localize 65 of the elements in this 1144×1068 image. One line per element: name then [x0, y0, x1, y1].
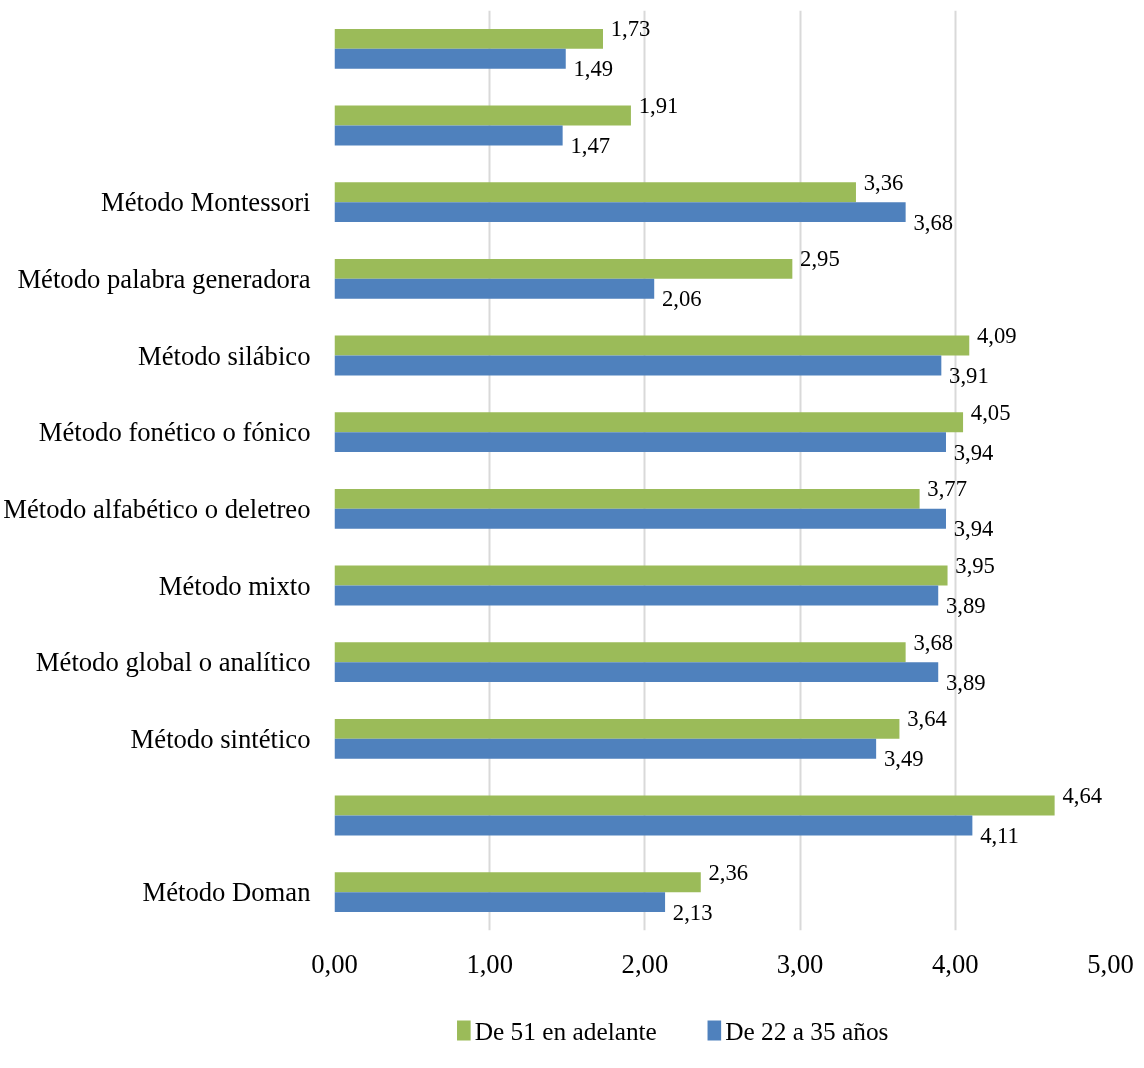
y-tick-label: Método fonético o fónico: [38, 417, 311, 448]
bar: [334, 508, 946, 529]
x-tick-label: 0,00: [311, 948, 358, 979]
bar: [334, 488, 920, 509]
data-label: 3,89: [945, 669, 986, 695]
bar: [334, 565, 948, 586]
data-label: 2,13: [672, 899, 713, 925]
bar: [334, 872, 701, 893]
data-label: 2,36: [708, 859, 749, 885]
data-label: 2,06: [661, 286, 702, 312]
x-tick-label: 3,00: [776, 948, 824, 979]
bar: [334, 202, 906, 223]
bar: [334, 412, 964, 433]
bar: [334, 28, 603, 49]
y-tick-label: Método mixto: [158, 570, 311, 601]
bar: [334, 278, 655, 299]
data-label: 4,11: [980, 822, 1019, 848]
data-label: 2,95: [800, 246, 840, 272]
data-label: 3,49: [883, 746, 924, 772]
bar: [334, 125, 563, 146]
bar: [334, 795, 1055, 816]
data-label: 1,47: [570, 132, 611, 158]
data-label: 4,64: [1062, 783, 1103, 809]
bar: [334, 815, 973, 836]
bar: [334, 335, 970, 356]
x-tick-label: 5,00: [1087, 948, 1134, 979]
legend-label: De 51 en adelante: [474, 1016, 657, 1045]
data-label: 3,36: [863, 169, 904, 195]
bar: [334, 738, 877, 759]
y-tick-label: Método Montessori: [100, 187, 311, 218]
bar: [334, 182, 856, 203]
y-tick-label: Método palabra generadora: [17, 263, 311, 294]
bar: [334, 105, 631, 126]
data-label: 3,89: [945, 592, 986, 618]
bar: [334, 892, 666, 913]
data-label: 3,64: [907, 706, 947, 732]
bar: [334, 48, 566, 69]
data-label: 1,91: [638, 93, 679, 119]
x-tick-label: 1,00: [466, 948, 514, 979]
y-tick-label: Método alfabético o deletreo: [3, 493, 311, 524]
data-label: 3,68: [913, 209, 954, 235]
data-label: 1,73: [610, 16, 651, 42]
bar: [334, 355, 942, 376]
bar: [334, 642, 906, 663]
data-label: 3,94: [953, 516, 994, 542]
data-label: 3,77: [927, 476, 968, 502]
bar: [334, 585, 939, 606]
data-label: 4,05: [970, 399, 1011, 425]
y-tick-label: Método sintético: [130, 723, 311, 754]
bar: [334, 432, 946, 453]
x-tick-label: 4,00: [931, 948, 979, 979]
y-tick-label: Método global o analítico: [35, 647, 311, 678]
data-label: 4,09: [977, 323, 1017, 349]
data-label: 3,91: [949, 362, 989, 388]
bar: [334, 662, 939, 683]
bar: [334, 258, 793, 279]
y-tick-label: Método silábico: [138, 340, 311, 371]
bar: [334, 718, 900, 739]
legend-label: De 22 a 35 años: [725, 1016, 889, 1045]
x-tick-label: 2,00: [621, 948, 669, 979]
data-label: 3,94: [953, 439, 994, 465]
data-label: 1,49: [573, 56, 614, 82]
y-tick-label: Método Doman: [142, 877, 311, 908]
data-label: 3,95: [955, 553, 995, 579]
data-label: 3,68: [913, 629, 954, 655]
